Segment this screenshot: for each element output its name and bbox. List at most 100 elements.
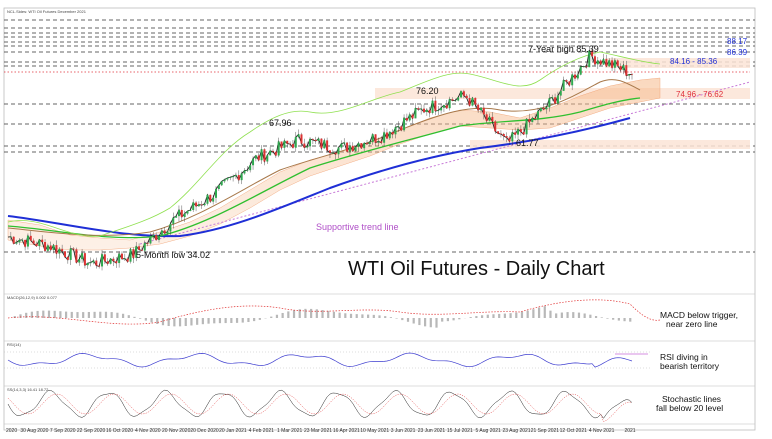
candle-body (348, 145, 351, 152)
candle-body (531, 118, 534, 123)
candle-body (12, 236, 15, 244)
macd-bar (30, 311, 33, 318)
candle-body (431, 100, 434, 113)
candle-body (197, 204, 200, 207)
macd-bar (156, 318, 159, 324)
candle-body (249, 165, 252, 171)
macd-bar (196, 318, 199, 325)
macd-bar (492, 314, 495, 318)
candle-body (138, 246, 141, 250)
candle-body (548, 98, 551, 108)
macd-bar (452, 318, 455, 321)
macd-bar (99, 311, 102, 318)
candle-body (565, 80, 568, 82)
candle-body (266, 155, 269, 162)
candle-body (391, 131, 394, 135)
candle-body (311, 139, 314, 140)
macd-bar (583, 313, 586, 318)
label-5mo-low: 5-Month low 34.02 (136, 250, 210, 260)
candle-body (143, 243, 146, 251)
macd-bar (469, 317, 472, 318)
candle-body (41, 239, 44, 243)
candle-body (269, 150, 272, 156)
macd-bar (36, 310, 39, 318)
x-tick-label: 12 Oct 2021 (560, 428, 587, 434)
candle-body (175, 216, 178, 218)
candle-body (89, 262, 92, 264)
candle-body (274, 151, 277, 156)
macd-bar (292, 310, 296, 318)
candle-body (103, 254, 106, 262)
candle-body (579, 66, 582, 75)
candle-body (425, 109, 428, 113)
candle-body (405, 117, 408, 121)
candle-body (428, 109, 431, 113)
candle-body (385, 132, 388, 139)
candle-body (115, 261, 118, 264)
candle-body (317, 138, 320, 141)
macd-bar (161, 318, 165, 326)
macd-bar (344, 313, 347, 318)
ichimoku-cloud (7, 77, 661, 251)
macd-bar (372, 314, 375, 318)
macd-bar (213, 318, 216, 324)
candle-body (46, 245, 49, 251)
candle-body (357, 143, 360, 147)
candle-body (397, 126, 400, 128)
candle-body (243, 170, 246, 174)
macd-bar (401, 318, 404, 321)
candle-body (254, 155, 257, 159)
macd-note: MACD below trigger, near zero line (660, 310, 740, 329)
candle-body (21, 239, 24, 241)
chart-header: NCL.Sides: WTI Oil Futures December 2021 (7, 9, 87, 14)
candle-body (591, 50, 594, 57)
macd-bar (537, 307, 541, 318)
x-tick-label: 20 Nov 2020 (162, 428, 191, 434)
candle-body (588, 50, 591, 68)
macd-bar (218, 318, 222, 324)
candle-body (628, 74, 631, 76)
macd-bar (224, 318, 227, 324)
candle-body (499, 133, 502, 135)
candle-body (539, 108, 542, 112)
candle-body (574, 74, 577, 79)
candle-body (223, 179, 226, 182)
macd-bar (127, 315, 130, 318)
candle-body (534, 118, 537, 119)
candle-body (78, 259, 81, 263)
candle-body (477, 104, 480, 111)
x-tick-label: 5 Aug 2021 (476, 428, 502, 434)
macd-bar (389, 317, 393, 318)
chart-title: WTI Oil Futures - Daily Chart (348, 258, 605, 280)
macd-bar (361, 314, 364, 318)
x-tick-label: 16 Apr 2021 (333, 428, 360, 434)
candle-body (314, 139, 317, 141)
macd-bar (184, 318, 187, 327)
candle-body (582, 66, 585, 67)
macd-bar (406, 318, 410, 322)
macd-bar (178, 318, 182, 327)
candle-body (58, 249, 61, 254)
candle-body (86, 263, 89, 266)
candle-body (556, 95, 559, 104)
candle-body (400, 126, 403, 131)
candle-body (226, 177, 229, 180)
macd-bar (349, 313, 353, 318)
candle-body (616, 60, 619, 66)
macd-bar (594, 315, 598, 318)
macd-bar (116, 312, 119, 318)
price-line (7, 49, 633, 268)
candle-body (215, 189, 217, 198)
x-tick-label: 21 Sep 2021 (531, 428, 560, 434)
label-trend-line: Supportive trend line (316, 222, 399, 232)
candle-body (497, 131, 500, 134)
candle-body (423, 108, 425, 113)
candle-body (514, 132, 517, 135)
candle-body (263, 149, 266, 162)
macd-bar (441, 318, 444, 322)
x-tick-label: 16 Oct 2020 (106, 428, 133, 434)
macd-bar (367, 314, 370, 318)
candle-body (63, 251, 66, 257)
rsi-line (7, 352, 633, 368)
